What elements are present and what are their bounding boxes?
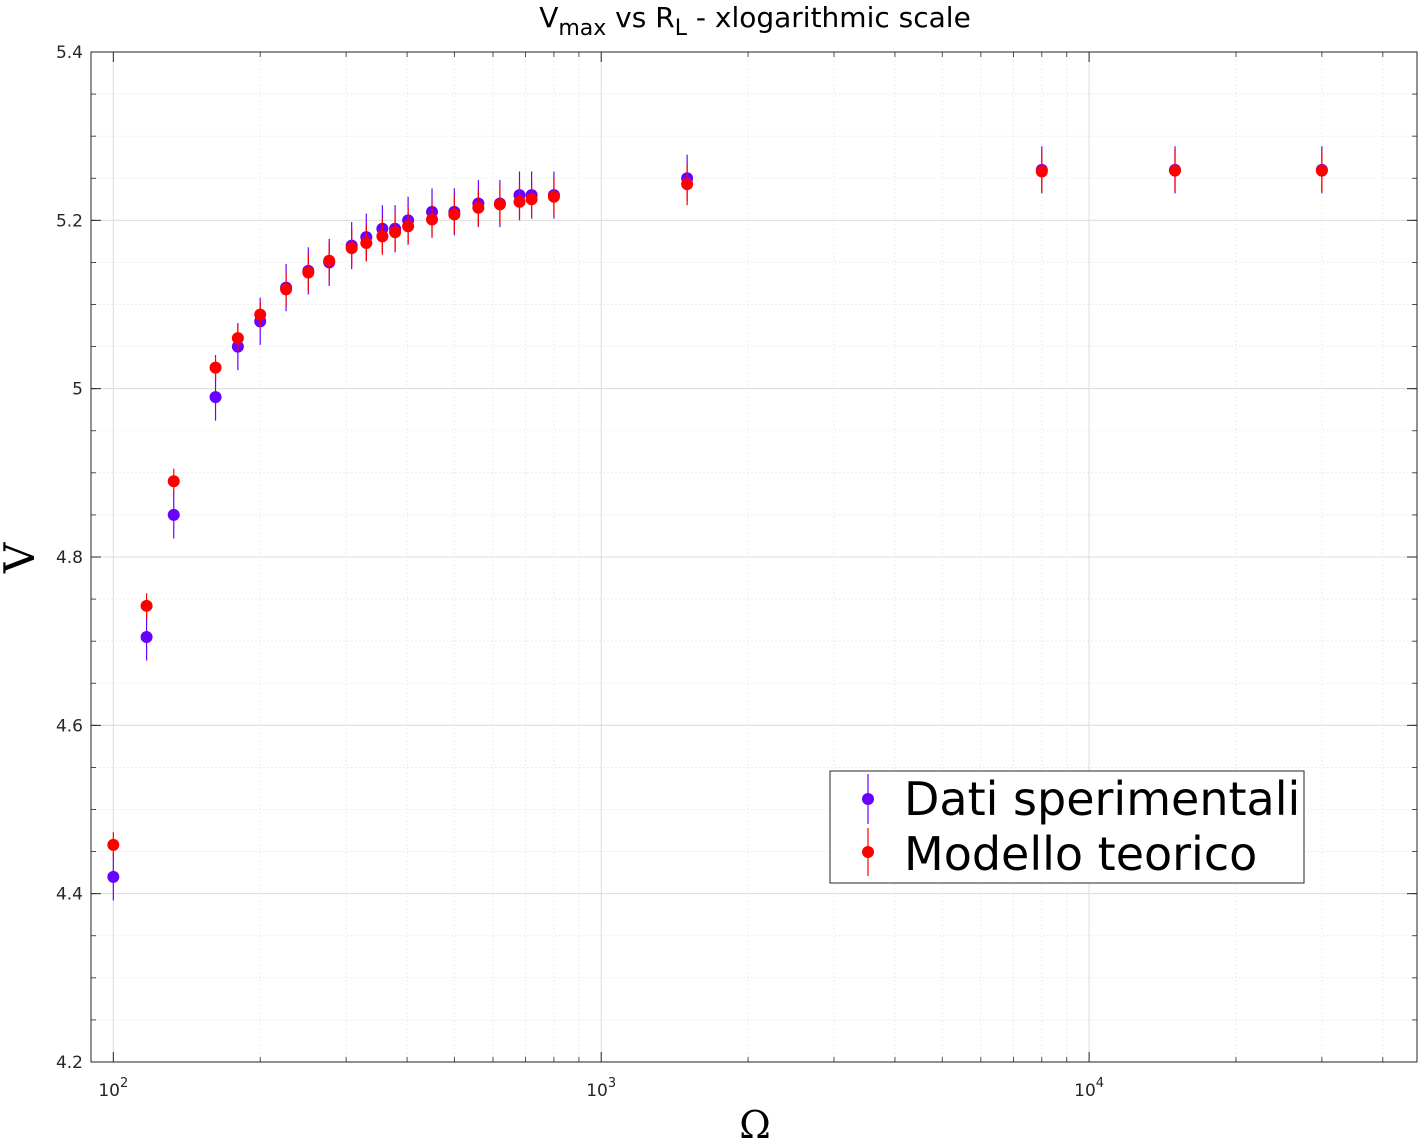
data-point [376,230,389,243]
legend-entry-theoretical: Modello teorico [862,827,1257,881]
y-tick-label: 4.6 [56,716,83,736]
data-point [525,193,538,206]
data-point [1315,164,1328,177]
data-point [472,201,485,214]
legend: Dati sperimentali Modello teorico [829,770,1305,884]
legend-entry-experimental: Dati sperimentali [862,772,1300,826]
plot-data [107,146,1328,901]
data-point [167,508,180,521]
y-tick-label: 5.4 [56,43,83,63]
data-point [1169,164,1182,177]
data-point [107,838,120,851]
x-tick-label: 102 [98,1076,128,1101]
data-point [345,242,358,255]
legend-label-theoretical: Modello teorico [904,827,1257,881]
legend-label-experimental: Dati sperimentali [904,772,1300,826]
data-point [426,213,439,226]
chart-title: Vmax vs RL - xlogarithmic scale [539,1,971,41]
y-axis-label: V [0,542,44,574]
axis-ticks: 4.2 4.4 4.6 4.8 5 5.2 5.4 102 103 104 [56,43,1417,1101]
y-tick-label: 4.2 [56,1053,83,1073]
data-point [681,178,694,191]
data-point [448,208,461,221]
data-point [231,332,244,345]
data-point [254,308,267,321]
data-point [493,198,506,211]
data-point [1035,165,1048,178]
data-point [360,237,373,250]
data-point [167,475,180,488]
y-tick-label: 5.2 [56,211,83,231]
y-tick-label: 5 [72,380,83,400]
data-point [323,254,336,267]
legend-box [829,770,1305,884]
data-point [280,283,293,296]
legend-marker-experimental [862,793,874,805]
data-point [513,195,526,208]
y-tick-label: 4.8 [56,548,83,568]
data-point [107,870,120,883]
data-point [547,190,560,203]
x-tick-label: 104 [1074,1076,1104,1101]
data-point [209,361,222,374]
x-tick-label: 103 [586,1076,616,1101]
data-point [209,391,222,404]
data-point [140,599,153,612]
data-point [402,220,415,233]
legend-marker-theoretical [862,846,874,858]
series-theoretical [107,149,1328,858]
x-axis-label: Ω [739,1103,771,1141]
data-point [302,266,315,279]
y-tick-label: 4.4 [56,885,83,905]
data-point [140,630,153,643]
data-point [389,226,402,239]
